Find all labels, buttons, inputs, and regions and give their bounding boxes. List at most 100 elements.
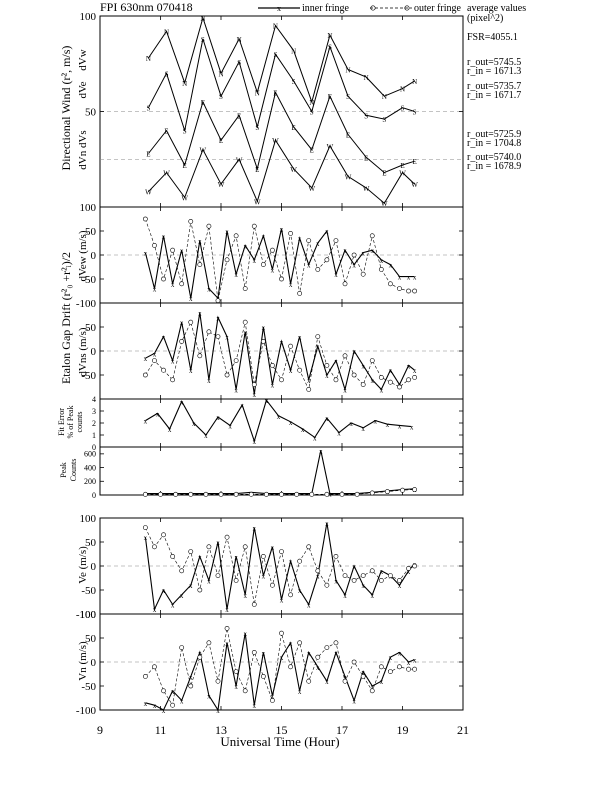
vns-point: x [352, 348, 356, 356]
vew-point [260, 262, 266, 267]
ve-ylabel: Ve (m/s) [77, 546, 89, 584]
dirwind-point: W [381, 200, 388, 208]
vns-ylabel: dVns (m/s) [77, 327, 89, 377]
vns-point [251, 382, 257, 387]
vn-point: x [262, 649, 266, 657]
vns-point [179, 338, 185, 344]
vew-point [378, 266, 384, 272]
vn-point [224, 626, 230, 631]
peak-point [384, 489, 390, 494]
vns-point: x [216, 314, 220, 322]
vew-point: x [207, 286, 211, 294]
vns-point: x [316, 343, 320, 351]
peak-point [400, 487, 405, 493]
vn-point: x [371, 683, 375, 691]
ve-point: x [380, 568, 384, 576]
vew-ytick-label: 50 [85, 226, 97, 238]
vn-point [288, 664, 293, 670]
x-tick-label: 9 [97, 723, 103, 737]
vns-point [161, 367, 166, 373]
dirwind-point: N [146, 55, 151, 63]
vn-point [215, 678, 221, 684]
dirwind-point: W [327, 143, 334, 151]
vew-point: x [413, 274, 417, 282]
legend-outer-label: outer fringe [414, 3, 461, 14]
vew-point [369, 233, 375, 239]
dirwind-point: W [399, 170, 406, 178]
vew-point: x [398, 274, 402, 282]
peak-point [248, 491, 254, 497]
dirwind-point: S [237, 59, 241, 67]
dirwind-point: W [163, 170, 170, 178]
dirwind-ytick-label: 100 [80, 11, 97, 23]
dirwind-point: S [273, 51, 277, 59]
vew-point: x [253, 257, 257, 265]
dirwind-ylabel: Directional Wind (r², m/s) [59, 46, 73, 171]
vew-ylabel: dVew (m/s) [77, 230, 89, 281]
ve-point: x [343, 592, 347, 600]
ve-point: x [334, 577, 338, 585]
dirwind-point: W [145, 189, 152, 197]
x-tick-label: 13 [215, 723, 227, 737]
vns-point: x [371, 377, 375, 385]
peak-point [203, 491, 209, 497]
vns-point [315, 334, 321, 339]
vns-point [406, 377, 411, 383]
vew-point: x [243, 242, 247, 250]
peak-point [279, 491, 284, 497]
ve-point [324, 582, 330, 588]
dirwind-point: W [200, 147, 207, 155]
vns-point [224, 372, 230, 378]
dirwind-point: E [310, 147, 314, 155]
dirwind-point: S [165, 70, 169, 78]
ve-point [224, 534, 230, 540]
vn-point [342, 678, 348, 684]
vew-point: x [298, 235, 302, 243]
dirwind-point: N [218, 70, 223, 78]
dirwind-point: S [413, 109, 417, 117]
dirwind-point: E [146, 151, 150, 159]
dirwind-ytick-label: 50 [85, 106, 97, 118]
vn-point: x [298, 688, 302, 696]
dirwind-point: E [237, 112, 241, 120]
dirwind-series-line [148, 139, 415, 204]
ve-point: x [180, 592, 184, 600]
ve-point [315, 568, 321, 574]
vns-point [260, 338, 266, 344]
ve-point [270, 582, 275, 588]
ve-point: x [225, 606, 229, 614]
vns-point [279, 377, 284, 383]
peak-frame [99, 446, 464, 496]
fiterr-point: x [410, 424, 414, 432]
dirwind-point: E [219, 137, 223, 145]
vns-point: x [225, 334, 229, 342]
vn-point [315, 654, 321, 660]
vn-point: x [307, 649, 311, 657]
fiterr-series-line [145, 399, 412, 443]
vns-point: x [343, 386, 347, 394]
dirwind-point: W [290, 166, 297, 174]
dirwind-point: N [400, 86, 405, 94]
vn-point [378, 664, 384, 670]
vns-series-line [145, 312, 415, 395]
vn-point [412, 666, 417, 672]
ve-point [260, 554, 266, 559]
r-in-value: r_in = 1678.9 [467, 161, 521, 172]
vns-point: x [325, 372, 329, 380]
dirwind-point: N [237, 36, 242, 44]
vns-point [197, 353, 203, 359]
dirwind-point: N [182, 80, 187, 88]
fiterr-point: x [192, 420, 196, 428]
vew-point: x [407, 274, 411, 282]
ve-point: x [234, 553, 238, 561]
dirwind-point: S [146, 105, 150, 113]
ve-series-line [144, 522, 416, 612]
fiterr-point: x [398, 422, 402, 430]
vns-point [242, 319, 248, 325]
ve-point [215, 573, 221, 578]
vew-point [142, 216, 148, 222]
vn-point [387, 669, 393, 674]
ve-point [369, 568, 375, 574]
vew-point [360, 271, 366, 277]
x-tick-label: 11 [155, 723, 167, 737]
